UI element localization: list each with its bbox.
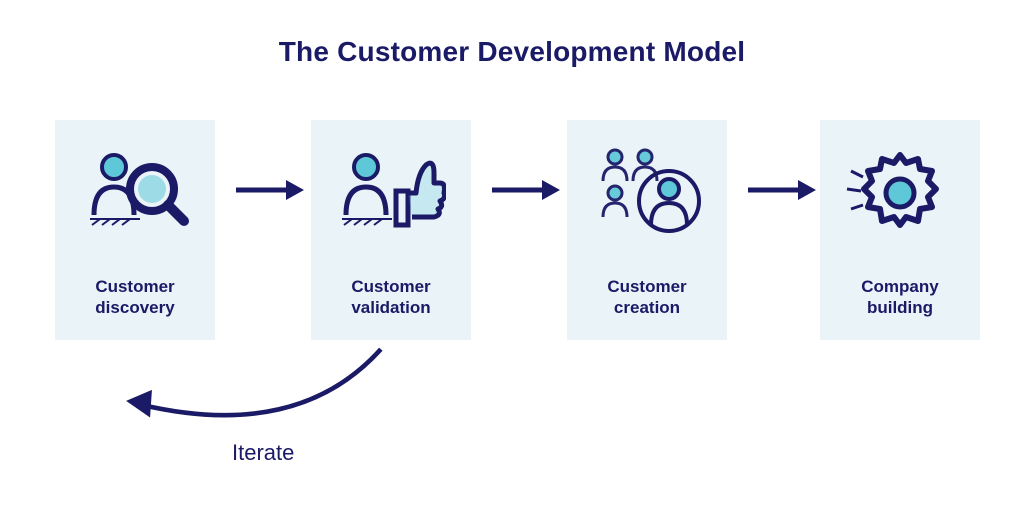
- person-magnifier-icon: [55, 138, 215, 248]
- diagram-title: The Customer Development Model: [0, 36, 1024, 68]
- people-group-icon: [567, 138, 727, 248]
- person-thumbsup-icon: [311, 138, 471, 248]
- stage-customer-discovery: Customer discovery: [55, 120, 215, 340]
- stage-customer-validation: Customer validation: [311, 120, 471, 340]
- iterate-label: Iterate: [232, 440, 294, 466]
- diagram-canvas: { "meta": { "type": "flowchart", "width"…: [0, 0, 1024, 531]
- stage-label: Customer validation: [311, 276, 471, 319]
- stage-customer-creation: Customer creation: [567, 120, 727, 340]
- stage-company-building: Company building: [820, 120, 980, 340]
- arrow-forward-icon: [488, 176, 568, 204]
- stage-label: Company building: [820, 276, 980, 319]
- arrow-forward-icon: [744, 176, 824, 204]
- stage-label: Customer discovery: [55, 276, 215, 319]
- stage-label: Customer creation: [567, 276, 727, 319]
- gear-icon: [820, 138, 980, 248]
- arrow-forward-icon: [232, 176, 312, 204]
